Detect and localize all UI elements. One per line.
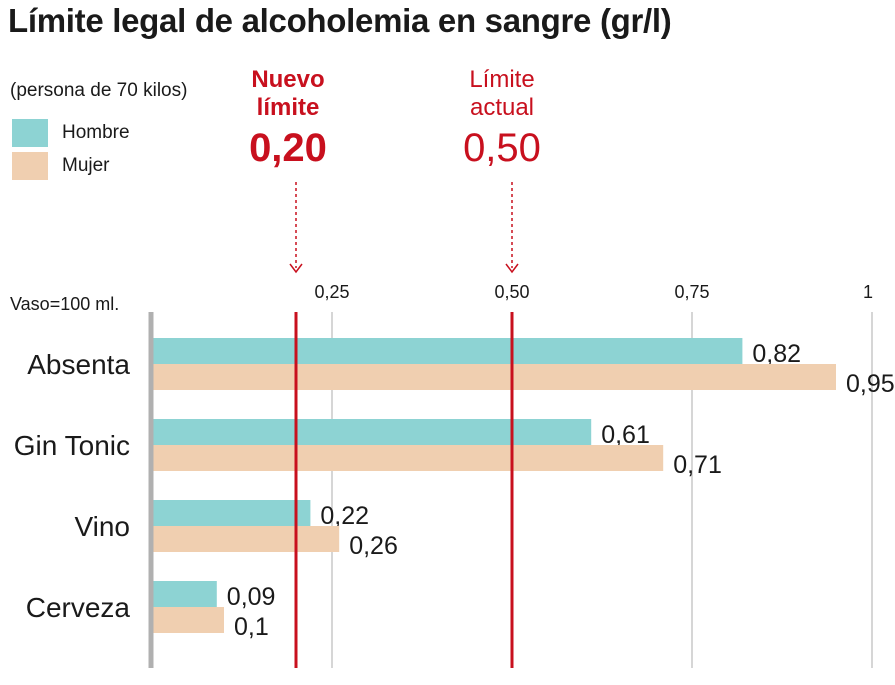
legend-item-hombre: Hombre	[12, 119, 130, 147]
category-label: Cerveza	[26, 592, 131, 623]
data-label: 0,61	[601, 421, 650, 449]
marker-nuevo-limite-value: 0,20	[249, 126, 327, 170]
x-tick-label: 0,75	[674, 282, 709, 302]
category-label: Absenta	[27, 349, 130, 380]
x-tick-label: 0,50	[494, 282, 529, 302]
legend-swatch-mujer	[12, 152, 48, 180]
chart-title: Límite legal de alcoholemia en sangre (g…	[8, 2, 672, 39]
marker-limite-actual-label: Límite actual	[469, 66, 535, 121]
bar	[152, 607, 224, 633]
bar	[152, 581, 217, 607]
marker-nuevo-limite: Nuevo límite 0,20	[228, 66, 348, 174]
legend-label-hombre: Hombre	[62, 122, 130, 143]
legend-swatch-hombre	[12, 119, 48, 147]
bar	[152, 338, 743, 364]
data-label: 0,09	[227, 583, 276, 611]
bar	[152, 364, 836, 390]
category-label: Gin Tonic	[14, 430, 130, 461]
bar	[152, 500, 311, 526]
legend-label-mujer: Mujer	[62, 155, 110, 176]
x-tick-label: 0,25	[314, 282, 349, 302]
bar	[152, 419, 592, 445]
marker-limite-actual: Límite actual 0,50	[442, 66, 562, 174]
data-label: 0,82	[752, 340, 801, 368]
data-label: 0,22	[320, 502, 369, 530]
bar	[152, 526, 340, 552]
axis-note: Vaso=100 ml.	[10, 294, 119, 314]
marker-nuevo-limite-label: Nuevo límite	[251, 66, 325, 121]
legend-item-mujer: Mujer	[12, 152, 110, 180]
chart-subtitle: (persona de 70 kilos)	[10, 80, 188, 101]
marker-limite-actual-value: 0,50	[463, 126, 541, 170]
bar	[152, 445, 664, 471]
marker-arrow-head	[505, 263, 519, 274]
marker-arrow-head	[289, 263, 303, 274]
x-tick-label: 1	[863, 282, 873, 302]
data-label: 0,26	[349, 532, 398, 560]
data-label: 0,1	[234, 613, 269, 641]
data-label: 0,95	[846, 370, 895, 398]
data-label: 0,71	[673, 451, 722, 479]
category-label: Vino	[74, 511, 130, 542]
